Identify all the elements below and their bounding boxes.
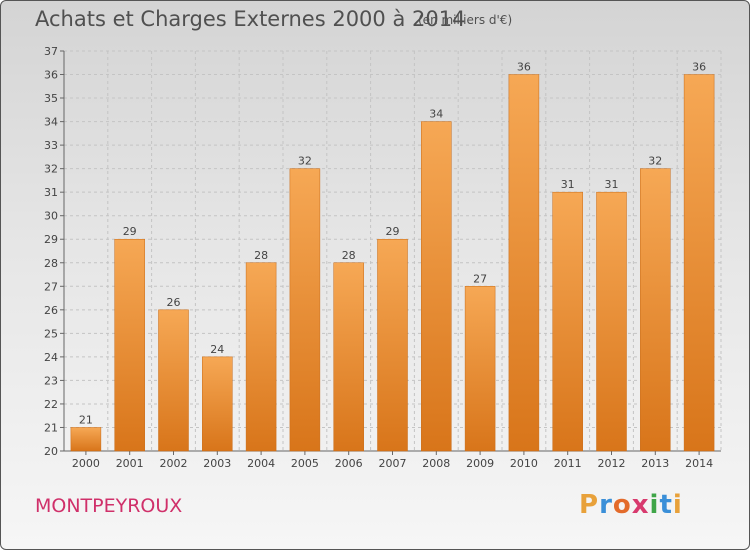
y-tick-label: 24 bbox=[44, 351, 58, 364]
logo-letter: t bbox=[659, 490, 673, 520]
bar-value-label: 26 bbox=[167, 296, 181, 309]
bars bbox=[70, 74, 715, 452]
bar-value-label: 32 bbox=[648, 155, 662, 168]
logo-letter: r bbox=[599, 490, 613, 520]
x-tick-label: 2002 bbox=[160, 457, 188, 470]
bar-value-label: 34 bbox=[429, 108, 443, 121]
bar bbox=[508, 74, 540, 452]
y-tick-label: 35 bbox=[44, 92, 58, 105]
y-tick-label: 23 bbox=[44, 374, 58, 387]
bar bbox=[552, 191, 583, 452]
x-tick-label: 2011 bbox=[554, 457, 582, 470]
y-tick-label: 27 bbox=[44, 280, 58, 293]
chart-title: Achats et Charges Externes 2000 à 2014 bbox=[35, 7, 466, 31]
x-tick-label: 2005 bbox=[291, 457, 319, 470]
bar-value-label: 29 bbox=[386, 225, 400, 238]
y-tick-label: 21 bbox=[44, 421, 58, 434]
y-tick-label: 33 bbox=[44, 139, 58, 152]
x-tick-label: 2003 bbox=[203, 457, 231, 470]
x-tick-label: 2013 bbox=[641, 457, 669, 470]
bar-value-label: 32 bbox=[298, 155, 312, 168]
bar-value-label: 36 bbox=[517, 61, 531, 74]
bar-value-label: 28 bbox=[342, 249, 356, 262]
x-tick-label: 2004 bbox=[247, 457, 275, 470]
bar bbox=[202, 356, 233, 452]
proxiti-logo[interactable]: Proxiti bbox=[579, 490, 683, 520]
bar-value-label: 31 bbox=[561, 178, 575, 191]
y-tick-label: 32 bbox=[44, 163, 58, 176]
bar bbox=[70, 427, 102, 452]
x-tick-label: 2001 bbox=[116, 457, 144, 470]
bar-value-label: 27 bbox=[473, 272, 487, 285]
x-tick-label: 2008 bbox=[422, 457, 450, 470]
bar bbox=[464, 286, 496, 452]
commune-name: MONTPEYROUX bbox=[35, 495, 183, 517]
labels: 20 21 22 23 24 25 26 27 28 29 30 31 32 33 34 35 36 37 21 20… bbox=[44, 45, 713, 470]
x-tick-label: 2006 bbox=[335, 457, 363, 470]
x-tick-label: 2009 bbox=[466, 457, 494, 470]
logo-letter: i bbox=[649, 490, 660, 520]
y-tick-label: 31 bbox=[44, 186, 58, 199]
chart-subtitle: (en milliers d'€) bbox=[418, 13, 513, 27]
logo-letter: i bbox=[672, 490, 683, 520]
y-tick-label: 20 bbox=[44, 445, 58, 458]
bar-value-label: 36 bbox=[692, 61, 706, 74]
y-tick-label: 37 bbox=[44, 45, 58, 58]
x-tick-label: 2014 bbox=[685, 457, 713, 470]
logo-letter: o bbox=[612, 490, 632, 520]
y-tick-label: 28 bbox=[44, 257, 58, 270]
bar bbox=[596, 191, 627, 452]
x-tick-label: 2000 bbox=[72, 457, 100, 470]
x-tick-label: 2010 bbox=[510, 457, 538, 470]
bar bbox=[114, 238, 145, 452]
bar bbox=[683, 74, 715, 452]
y-tick-label: 26 bbox=[44, 304, 58, 317]
y-tick-label: 29 bbox=[44, 233, 58, 246]
bar bbox=[640, 168, 671, 452]
bar bbox=[245, 262, 277, 452]
y-tick-label: 30 bbox=[44, 210, 58, 223]
bar-value-label: 31 bbox=[605, 178, 619, 191]
bar-value-label: 28 bbox=[254, 249, 268, 262]
bar bbox=[333, 262, 364, 452]
bar-value-label: 29 bbox=[123, 225, 137, 238]
logo-letter: x bbox=[631, 490, 650, 520]
logo-letter: P bbox=[579, 490, 600, 520]
bar bbox=[158, 309, 189, 452]
y-tick-label: 22 bbox=[44, 398, 58, 411]
bar-value-label: 21 bbox=[79, 413, 93, 426]
y-tick-label: 36 bbox=[44, 69, 58, 82]
bar bbox=[289, 168, 321, 452]
bar-value-label: 24 bbox=[210, 343, 224, 356]
bar bbox=[421, 121, 452, 452]
y-tick-label: 25 bbox=[44, 327, 58, 340]
x-tick-label: 2012 bbox=[598, 457, 626, 470]
x-tick-label: 2007 bbox=[379, 457, 407, 470]
bar bbox=[377, 238, 408, 452]
y-tick-label: 34 bbox=[44, 116, 58, 129]
